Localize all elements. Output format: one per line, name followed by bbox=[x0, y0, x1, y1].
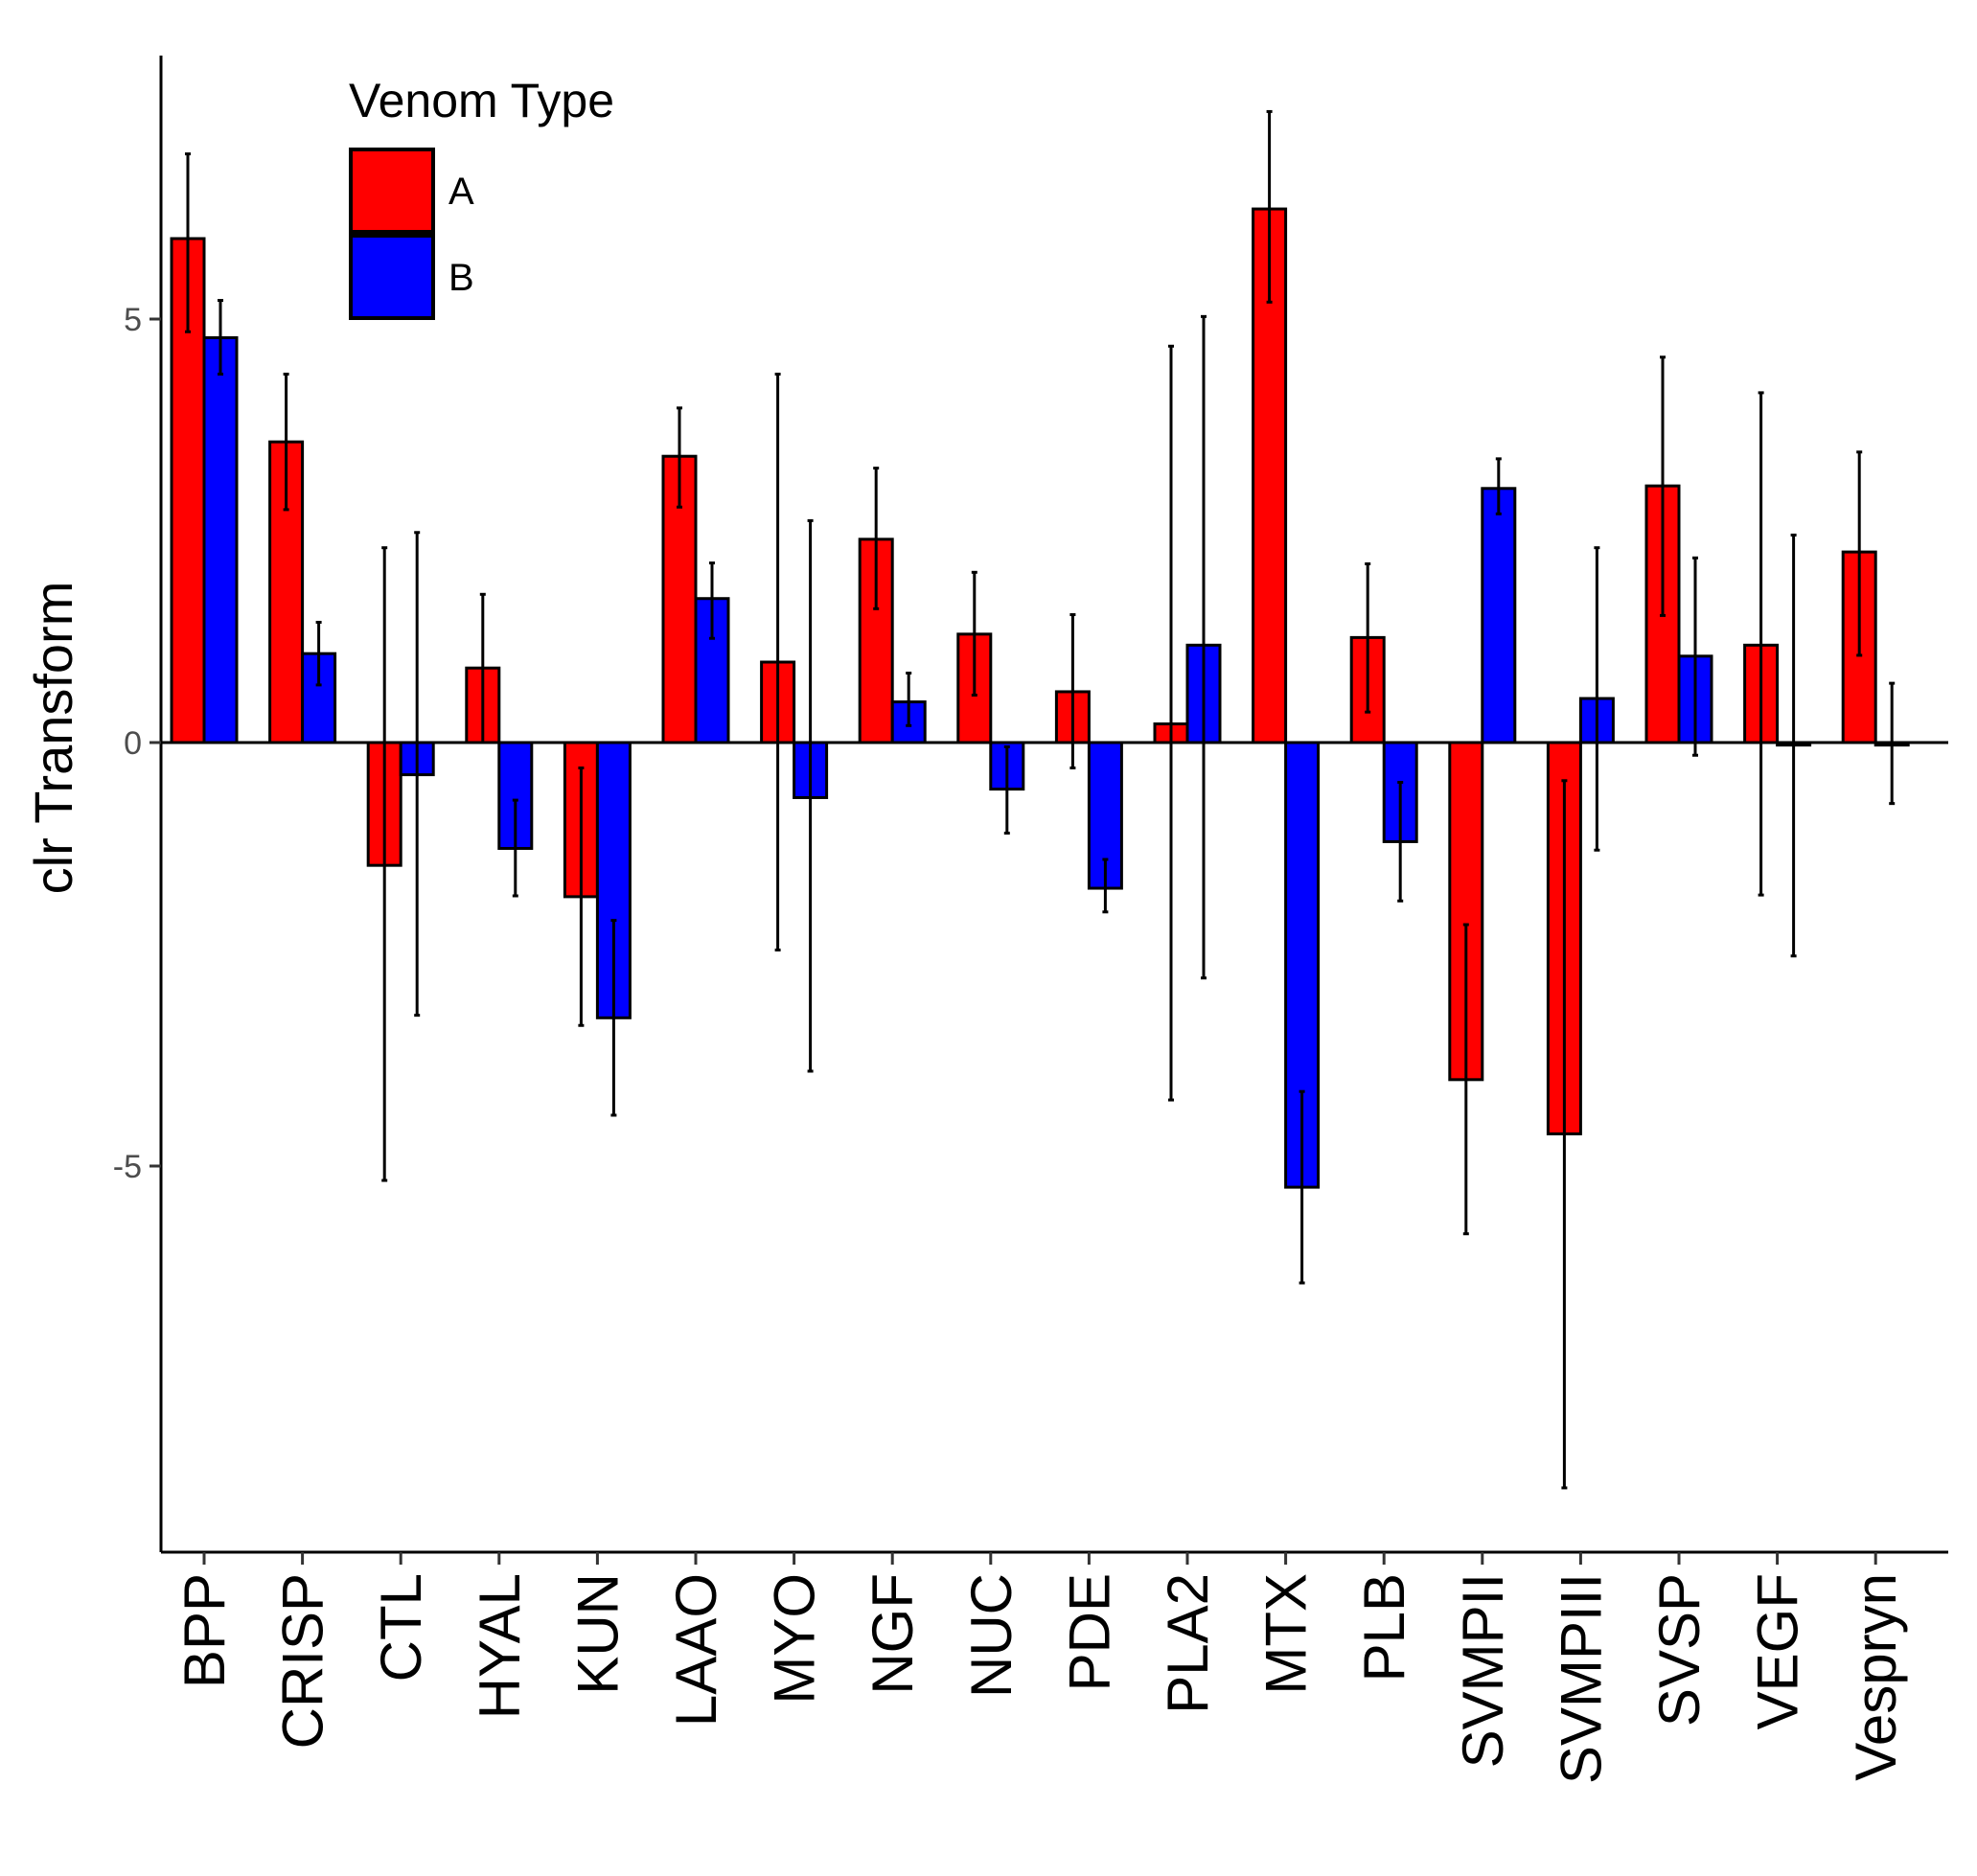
y-tick-label: 5 bbox=[124, 302, 142, 338]
x-tick-label-pla2: PLA2 bbox=[1156, 1573, 1220, 1714]
legend-label-b: B bbox=[448, 257, 474, 299]
x-ticks: BPP CRISP CTL HYAL KUN LAAO MYO NGF NUC PDE PLA2 MT… bbox=[172, 1552, 1908, 1784]
x-tick-label-plb: PLB bbox=[1352, 1573, 1416, 1682]
x-tick-label-svmpii: SVMPII bbox=[1451, 1573, 1515, 1768]
bars-layer bbox=[170, 207, 1910, 1189]
legend-swatch-a bbox=[349, 148, 435, 234]
error-bars-layer bbox=[185, 109, 1896, 1490]
y-axis-title: clr Transform bbox=[23, 582, 83, 895]
x-tick-label-ngf: NGF bbox=[861, 1573, 925, 1695]
y-ticks: -5 0 5 bbox=[113, 302, 161, 1185]
x-tick-label-svmpiii: SVMPIII bbox=[1549, 1573, 1613, 1784]
x-tick-label-vegf: VEGF bbox=[1746, 1573, 1810, 1729]
x-tick-label-ctl: CTL bbox=[369, 1573, 433, 1682]
legend: Venom Type AB bbox=[349, 74, 614, 320]
x-tick-label-kun: KUN bbox=[565, 1573, 630, 1695]
bar-b-svmpii bbox=[1481, 487, 1517, 744]
x-tick-label-crisp: CRISP bbox=[271, 1573, 335, 1749]
legend-swatch-b bbox=[349, 234, 435, 320]
y-tick-label: 0 bbox=[124, 725, 142, 762]
x-tick-label-myo: MYO bbox=[763, 1573, 827, 1704]
x-tick-label-hyal: HYAL bbox=[468, 1573, 532, 1719]
x-tick-label-mtx: MTX bbox=[1254, 1573, 1319, 1695]
legend-label-a: A bbox=[448, 171, 474, 213]
legend-items: AB bbox=[349, 148, 474, 320]
y-tick-label: -5 bbox=[113, 1149, 142, 1185]
x-tick-label-vespryn: Vespryn bbox=[1844, 1573, 1908, 1781]
axes-layer bbox=[159, 56, 1948, 1554]
x-tick-label-pde: PDE bbox=[1057, 1573, 1121, 1691]
x-tick-label-laao: LAAO bbox=[664, 1573, 728, 1727]
bar-b-bpp bbox=[202, 335, 239, 744]
legend-title: Venom Type bbox=[349, 74, 614, 127]
x-tick-label-nuc: NUC bbox=[959, 1573, 1023, 1698]
x-tick-label-bpp: BPP bbox=[172, 1573, 237, 1688]
x-tick-label-svsp: SVSP bbox=[1647, 1573, 1712, 1727]
